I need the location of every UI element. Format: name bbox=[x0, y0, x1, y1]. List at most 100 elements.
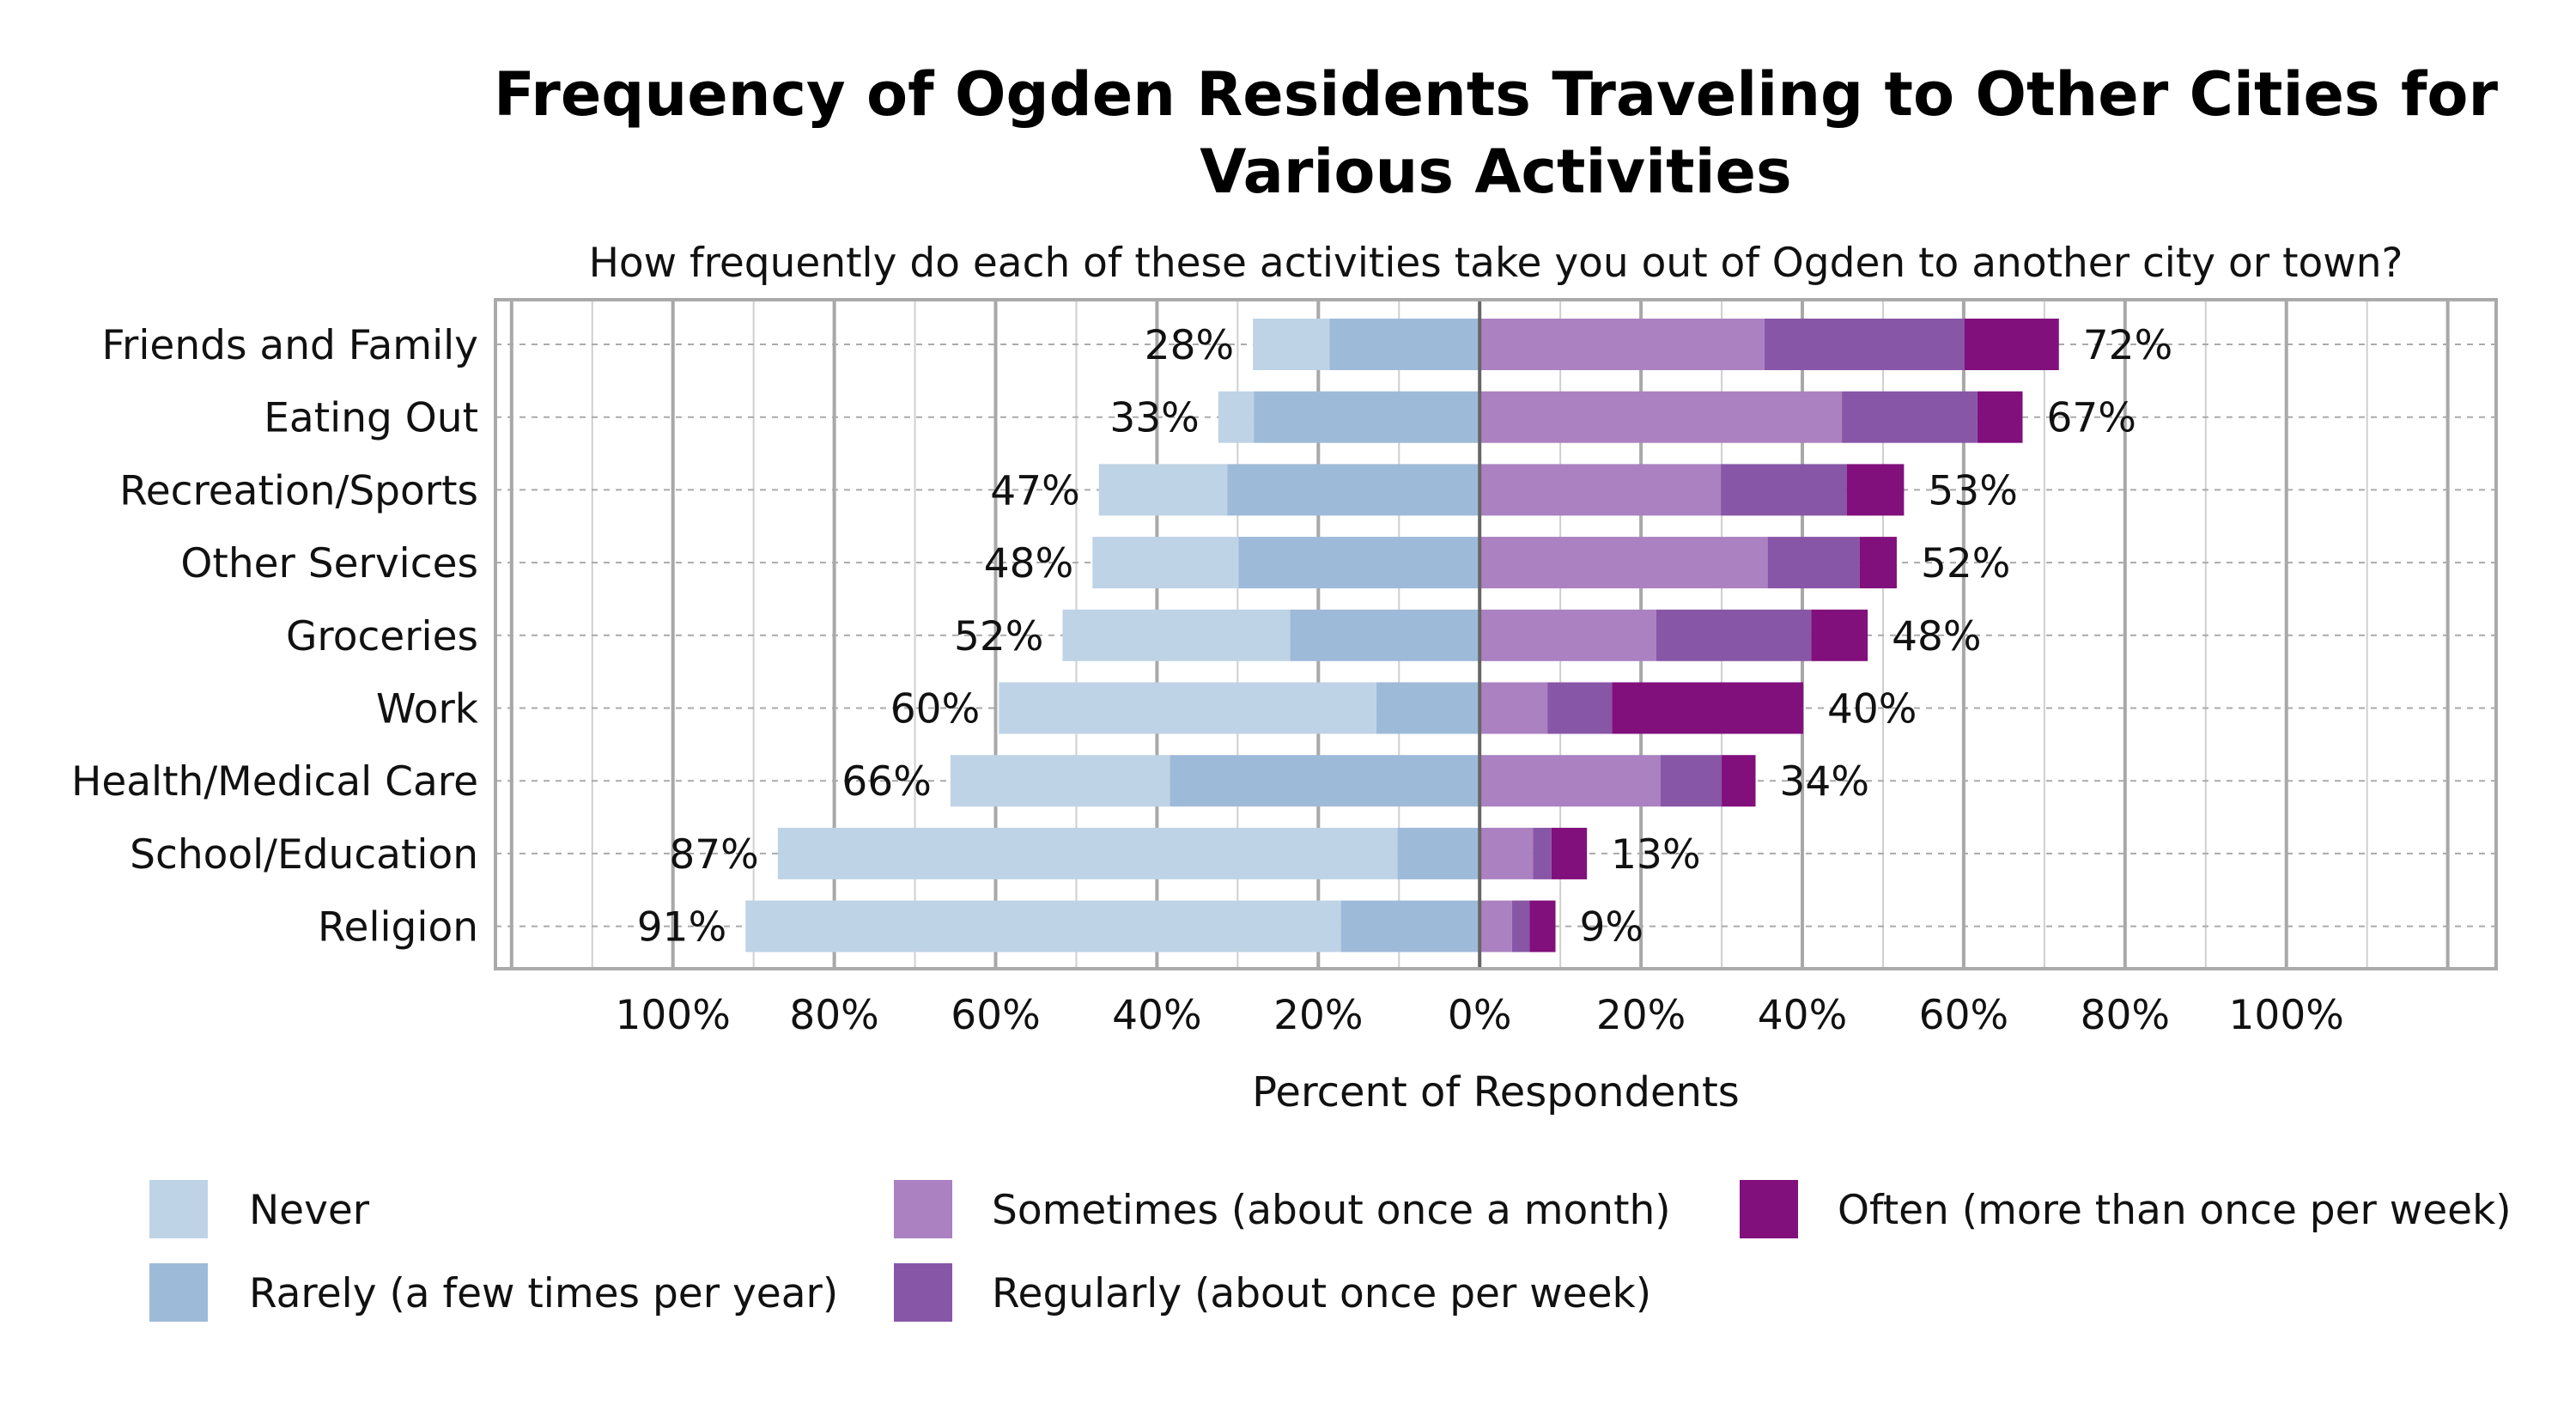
chart-title-line-1: Frequency of Ogden Residents Traveling t… bbox=[494, 59, 2499, 130]
bar-sometimes bbox=[1479, 682, 1548, 734]
bar-often bbox=[1964, 319, 2059, 370]
left-total-label: 87% bbox=[669, 831, 758, 879]
x-tick-label: 20% bbox=[1273, 992, 1363, 1039]
legend-swatch bbox=[894, 1180, 952, 1238]
bar-sometimes bbox=[1479, 609, 1656, 661]
bar-often bbox=[1722, 755, 1756, 807]
category-label: Work bbox=[376, 686, 479, 733]
x-tick-label: 100% bbox=[616, 992, 731, 1039]
bar-regularly bbox=[1721, 464, 1847, 516]
category-label: Other Services bbox=[180, 540, 478, 587]
bar-sometimes bbox=[1479, 391, 1843, 443]
x-tick-label: 40% bbox=[1758, 992, 1847, 1039]
bar-sometimes bbox=[1479, 827, 1534, 879]
bar-rarely bbox=[1238, 537, 1480, 589]
category-label: Eating Out bbox=[264, 395, 478, 442]
bar-regularly bbox=[1660, 755, 1722, 807]
bar-often bbox=[1977, 391, 2023, 443]
right-total-label: 67% bbox=[2047, 395, 2136, 442]
bar-often bbox=[1529, 900, 1556, 952]
left-total-label: 60% bbox=[890, 686, 980, 733]
legend-swatch bbox=[149, 1180, 208, 1238]
category-label: Recreation/Sports bbox=[119, 467, 478, 514]
bar-sometimes bbox=[1479, 900, 1512, 952]
left-total-label: 47% bbox=[990, 467, 1079, 514]
legend-swatch bbox=[1740, 1180, 1798, 1238]
bar-rarely bbox=[1397, 827, 1480, 879]
legend-label: Regularly (about once per week) bbox=[992, 1270, 1651, 1317]
bar-sometimes bbox=[1479, 755, 1661, 807]
x-tick-label: 40% bbox=[1112, 992, 1201, 1039]
bar-rarely bbox=[1340, 900, 1480, 952]
right-total-label: 9% bbox=[1580, 904, 1644, 952]
bar-rarely bbox=[1227, 464, 1480, 516]
bar-never bbox=[777, 827, 1398, 879]
legend-swatch bbox=[894, 1263, 952, 1322]
left-total-label: 91% bbox=[637, 904, 726, 952]
bar-regularly bbox=[1533, 827, 1552, 879]
bars bbox=[745, 300, 2059, 969]
bar-rarely bbox=[1170, 755, 1480, 807]
category-label: Health/Medical Care bbox=[71, 758, 478, 806]
legend-label: Never bbox=[249, 1187, 370, 1234]
legend-swatch bbox=[149, 1263, 208, 1322]
bar-never bbox=[1062, 609, 1291, 661]
legend-label: Sometimes (about once a month) bbox=[992, 1187, 1671, 1234]
bar-sometimes bbox=[1479, 464, 1722, 516]
legend: Never Rarely (a few times per year) Someti… bbox=[149, 1180, 2512, 1322]
bar-sometimes bbox=[1479, 537, 1768, 589]
x-axis-label: Percent of Respondents bbox=[1252, 1068, 1740, 1116]
bar-regularly bbox=[1842, 391, 1978, 443]
legend-label: Rarely (a few times per year) bbox=[249, 1270, 838, 1317]
chart-title-line-2: Various Activities bbox=[1200, 137, 1791, 207]
right-total-label: 53% bbox=[1928, 467, 2017, 514]
chart-subtitle: How frequently do each of these activiti… bbox=[589, 240, 2403, 287]
left-total-label: 52% bbox=[954, 613, 1043, 660]
bar-regularly bbox=[1511, 900, 1530, 952]
x-tick-label: 0% bbox=[1448, 992, 1512, 1039]
bar-often bbox=[1612, 682, 1803, 734]
value-labels: Friends and Family 28% 72% Eating Out 33% 67%… bbox=[71, 322, 2172, 952]
bar-often bbox=[1846, 464, 1905, 516]
x-tick-label: 100% bbox=[2229, 992, 2344, 1039]
category-label: Groceries bbox=[286, 613, 478, 660]
plot-border bbox=[494, 298, 2498, 970]
right-total-label: 34% bbox=[1780, 758, 1869, 806]
x-tick-label: 20% bbox=[1596, 992, 1686, 1039]
bar-often bbox=[1551, 827, 1588, 879]
bar-never bbox=[745, 900, 1341, 952]
bar-never bbox=[1092, 537, 1239, 589]
x-tick-label: 80% bbox=[2081, 992, 2170, 1039]
category-label: School/Education bbox=[130, 831, 478, 879]
x-tick-label: 60% bbox=[1919, 992, 2008, 1039]
bar-never bbox=[1218, 391, 1255, 443]
legend-label: Often (more than once per week) bbox=[1838, 1187, 2512, 1234]
bar-rarely bbox=[1254, 391, 1480, 443]
left-total-label: 28% bbox=[1145, 322, 1234, 369]
bar-regularly bbox=[1767, 537, 1860, 589]
left-total-label: 33% bbox=[1109, 395, 1199, 442]
bar-regularly bbox=[1547, 682, 1613, 734]
category-label: Friends and Family bbox=[101, 322, 478, 369]
bar-regularly bbox=[1656, 609, 1812, 661]
bar-never bbox=[950, 755, 1170, 807]
x-tick-label: 60% bbox=[951, 992, 1040, 1039]
bar-rarely bbox=[1329, 319, 1480, 370]
right-total-label: 13% bbox=[1611, 831, 1700, 879]
right-total-label: 48% bbox=[1892, 613, 1981, 660]
right-total-label: 40% bbox=[1827, 686, 1917, 733]
left-total-label: 48% bbox=[984, 540, 1073, 587]
bar-sometimes bbox=[1479, 319, 1765, 370]
bar-often bbox=[1859, 537, 1897, 589]
x-tick-labels: 100% 80% 60% 40% 20% 0% 20% 40% 60% 80% 100% bbox=[616, 992, 2344, 1039]
bar-rarely bbox=[1376, 682, 1480, 734]
right-total-label: 72% bbox=[2083, 322, 2172, 369]
right-total-label: 52% bbox=[1921, 540, 2010, 587]
bar-often bbox=[1811, 609, 1868, 661]
bar-never bbox=[1098, 464, 1228, 516]
bar-rarely bbox=[1290, 609, 1480, 661]
bar-never bbox=[999, 682, 1376, 734]
bar-regularly bbox=[1764, 319, 1965, 370]
left-total-label: 66% bbox=[841, 758, 931, 806]
